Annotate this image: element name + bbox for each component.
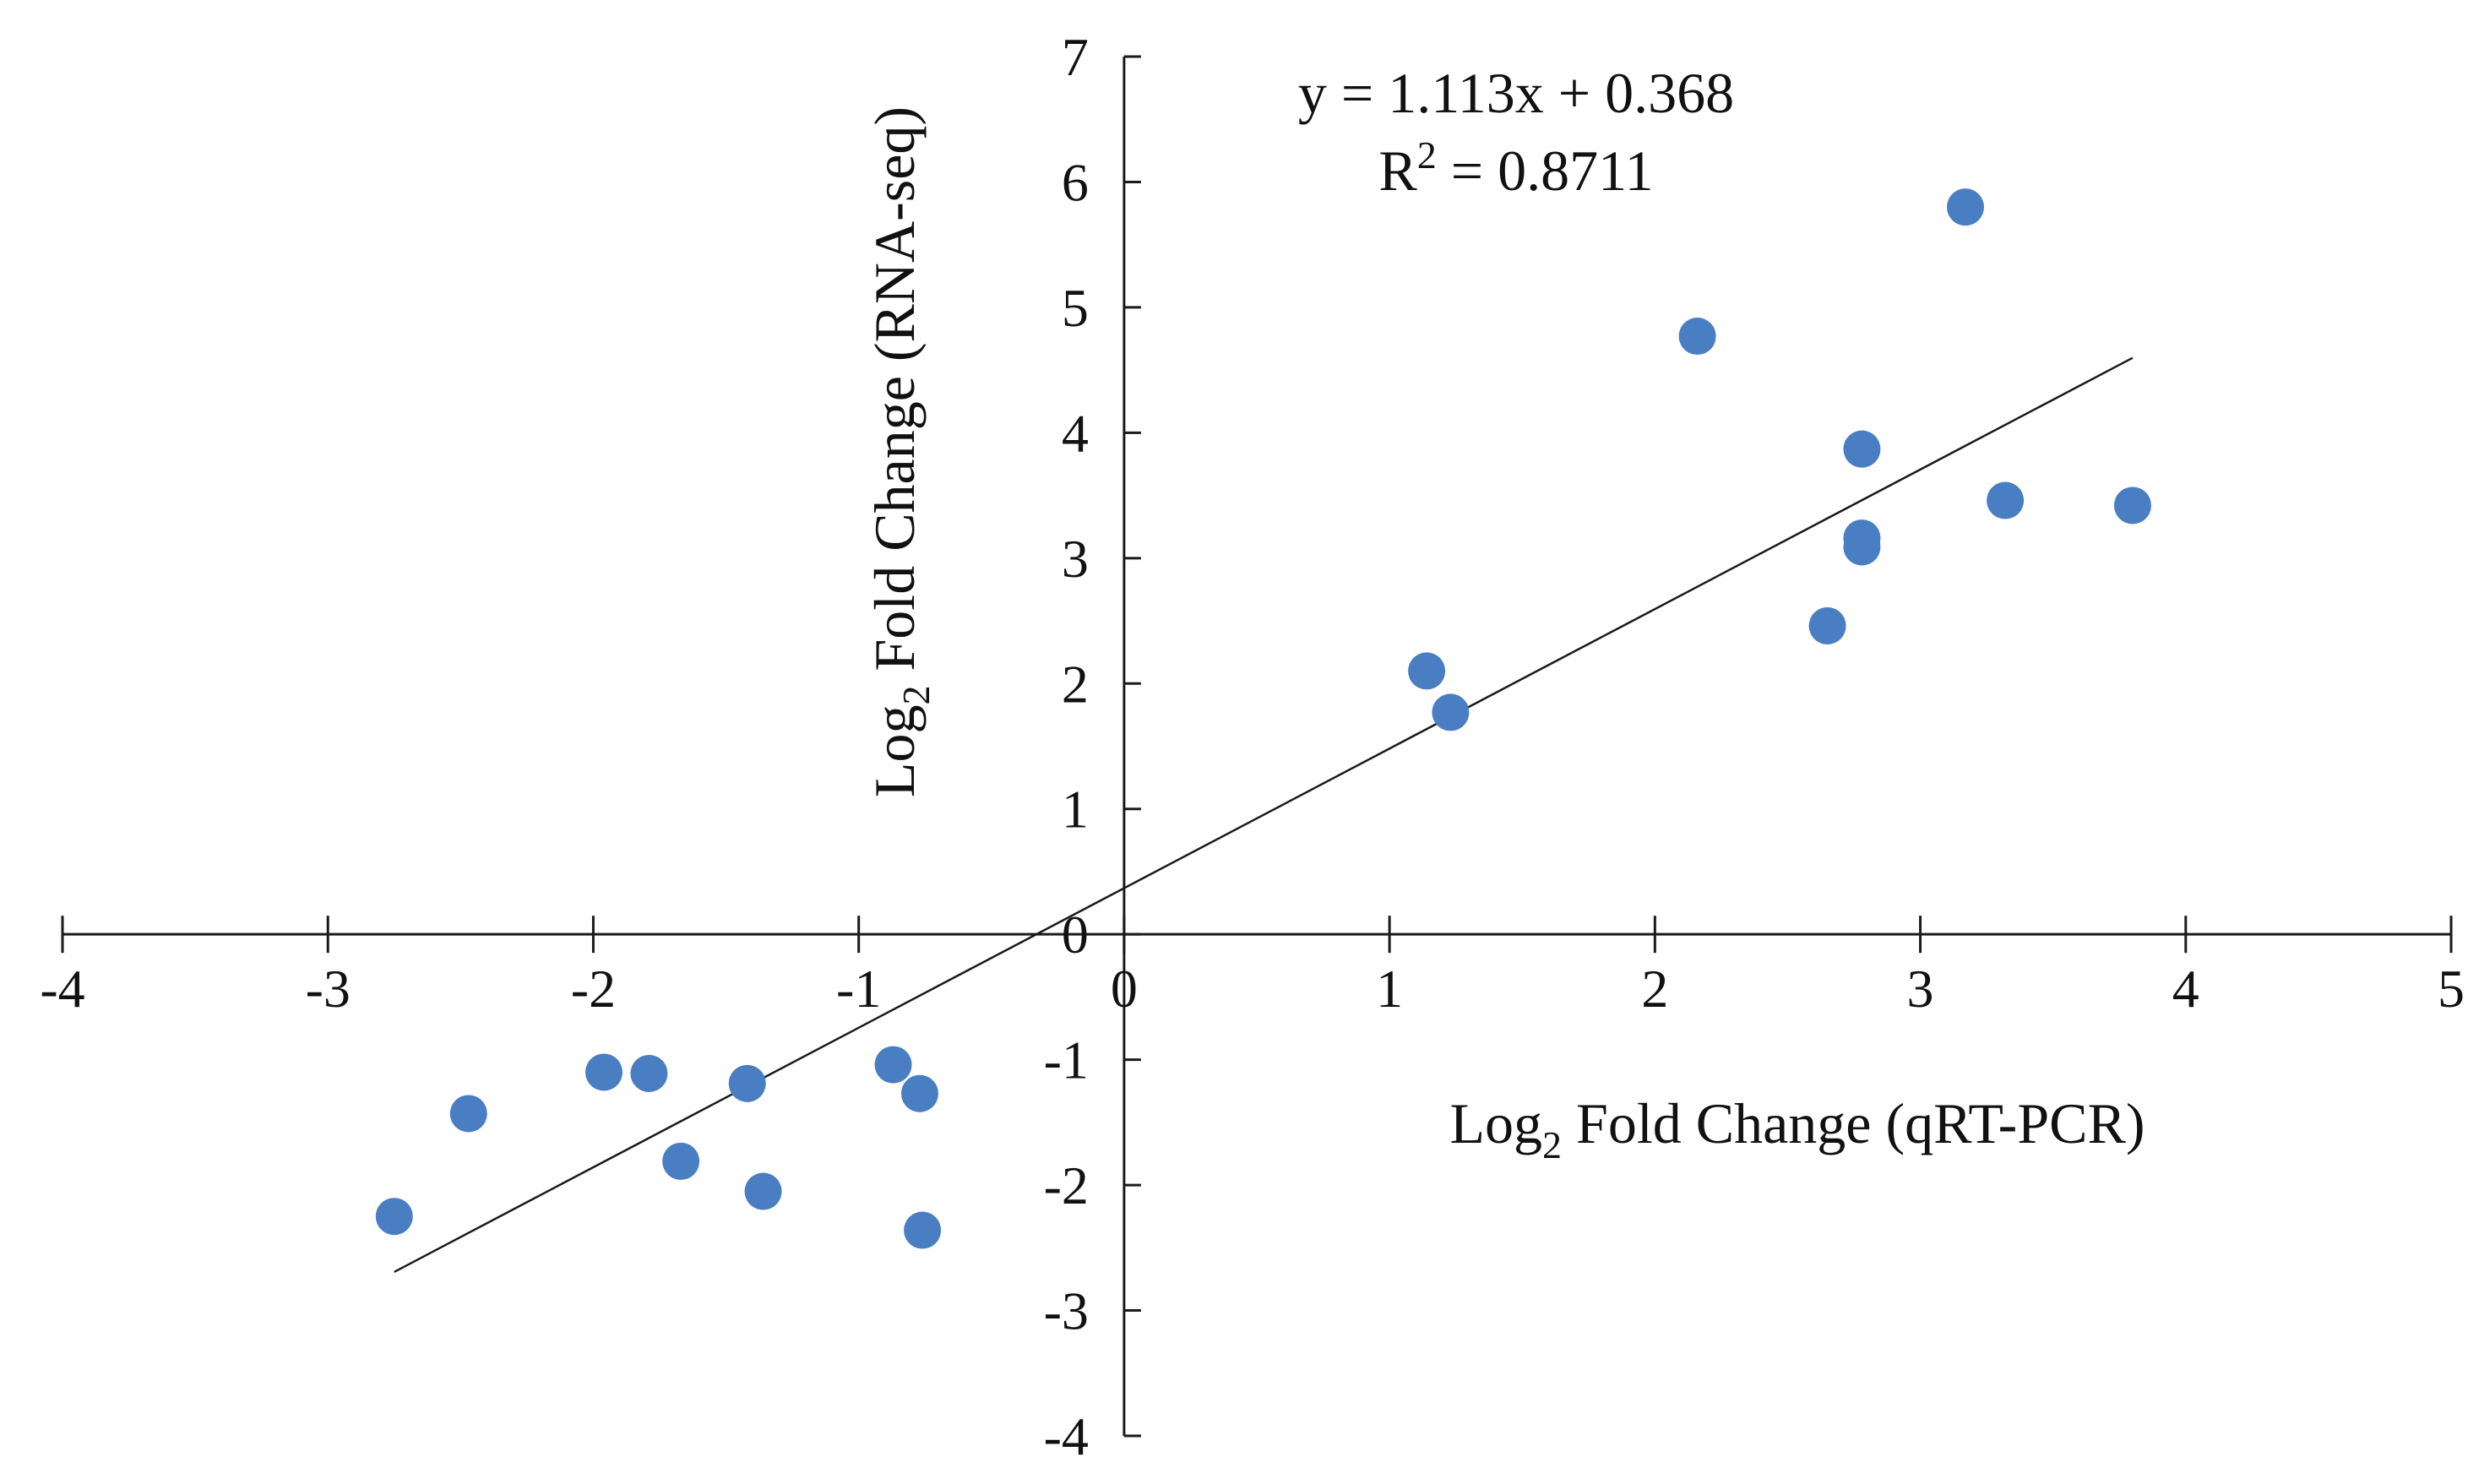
y-tick-label: 6 xyxy=(1062,152,1089,212)
data-point xyxy=(1946,188,1984,226)
x-tick-label: 3 xyxy=(1907,959,1934,1019)
data-point xyxy=(728,1064,766,1102)
x-tick-label: 4 xyxy=(2172,959,2199,1019)
data-point xyxy=(1432,693,1470,731)
data-point xyxy=(1843,528,1881,566)
x-tick-label: 0 xyxy=(1111,959,1138,1019)
data-point xyxy=(1408,652,1446,690)
r-squared-label: R2 = 0.8711 xyxy=(1378,133,1653,203)
data-point xyxy=(630,1054,668,1092)
y-tick-label: 4 xyxy=(1062,403,1089,463)
data-point xyxy=(449,1095,487,1133)
y-tick-label: 5 xyxy=(1062,278,1089,338)
data-point xyxy=(585,1053,623,1091)
trendline-equation: y = 1.113x + 0.368 xyxy=(1298,61,1734,125)
y-axis-title: Log2 Fold Change (RNA-seq) xyxy=(862,106,938,797)
data-point xyxy=(1843,430,1881,468)
data-point xyxy=(900,1074,938,1112)
x-tick-label: -1 xyxy=(836,959,881,1019)
y-tick-label: 3 xyxy=(1062,529,1089,589)
y-tick-label: 1 xyxy=(1062,780,1089,840)
y-tick-label: -2 xyxy=(1044,1155,1089,1215)
data-point xyxy=(1808,606,1846,644)
x-tick-label: 2 xyxy=(1641,959,1668,1019)
data-points xyxy=(375,188,2151,1249)
x-tick-label: 1 xyxy=(1376,959,1403,1019)
data-point xyxy=(904,1211,942,1249)
data-point xyxy=(375,1198,413,1236)
x-axis-title: Log2 Fold Change (qRT-PCR) xyxy=(1449,1091,2145,1166)
y-tick-label: -4 xyxy=(1044,1406,1089,1466)
y-tick-label: -3 xyxy=(1044,1281,1089,1341)
x-tick-label: -4 xyxy=(40,959,84,1019)
x-tick-label: 5 xyxy=(2438,959,2465,1019)
y-tick-label: -1 xyxy=(1044,1030,1089,1090)
data-point xyxy=(1678,318,1716,356)
data-point xyxy=(662,1142,700,1180)
data-point xyxy=(1987,481,2025,519)
data-point xyxy=(2113,487,2151,525)
trendline xyxy=(394,356,2134,1274)
data-point xyxy=(874,1046,912,1084)
data-point xyxy=(744,1172,782,1210)
y-tick-label: 7 xyxy=(1062,27,1089,87)
trendline-group xyxy=(394,356,2134,1274)
x-tick-label: -2 xyxy=(571,959,616,1019)
x-tick-label: -3 xyxy=(306,959,351,1019)
y-tick-label: 2 xyxy=(1062,654,1089,714)
